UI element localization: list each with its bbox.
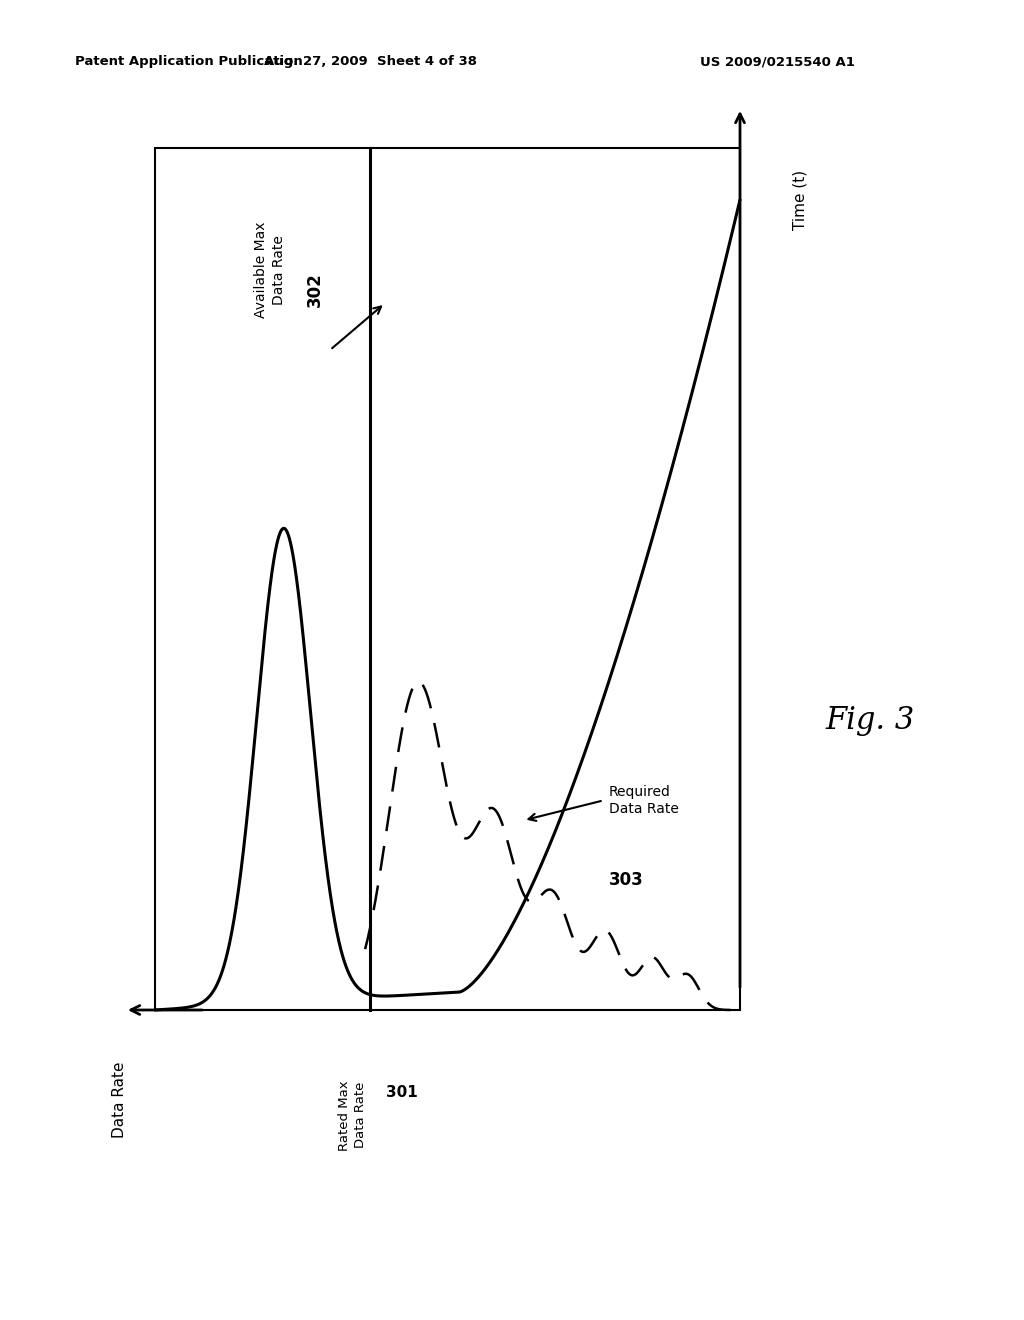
Text: Fig. 3: Fig. 3 [825,705,914,735]
Text: 302: 302 [306,273,324,308]
Text: Available Max
Data Rate: Available Max Data Rate [254,222,286,318]
Bar [155,148,740,1010]
Text: Rated Max
Data Rate: Rated Max Data Rate [338,1080,367,1151]
Text: Data Rate: Data Rate [113,1061,128,1138]
Text: Aug. 27, 2009  Sheet 4 of 38: Aug. 27, 2009 Sheet 4 of 38 [263,55,476,69]
Text: Required
Data Rate: Required Data Rate [608,784,679,816]
Text: Patent Application Publication: Patent Application Publication [75,55,303,69]
Text: 301: 301 [386,1085,418,1100]
Text: Time (t): Time (t) [793,170,808,230]
Text: 303: 303 [608,871,643,890]
Text: US 2009/0215540 A1: US 2009/0215540 A1 [700,55,855,69]
